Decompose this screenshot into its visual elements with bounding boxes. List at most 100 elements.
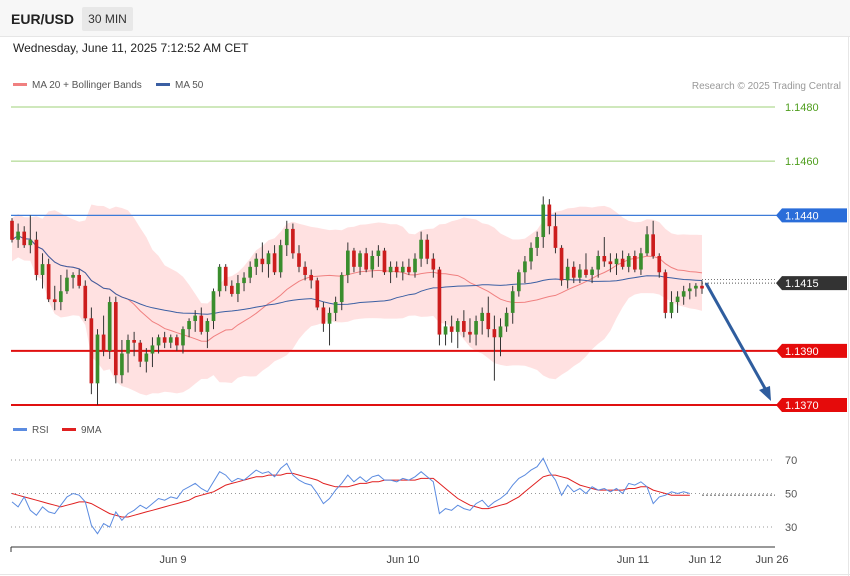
candle-body	[602, 256, 607, 262]
candle-body	[376, 250, 381, 256]
candle-body	[626, 256, 631, 267]
candle-body	[431, 258, 436, 270]
candle-body	[529, 247, 533, 262]
candle-body	[248, 266, 252, 278]
ma20-swatch	[13, 82, 27, 86]
candle-body	[651, 234, 655, 256]
candle-body	[10, 220, 14, 240]
candle-body	[113, 302, 118, 376]
candle-body	[449, 326, 454, 332]
level-1-1460-label: 1.1460	[785, 156, 819, 168]
candle-body	[297, 253, 301, 267]
level-1-1370-label: 1.1370	[785, 400, 819, 412]
x-tick-label: Jun 9	[160, 554, 187, 566]
page-frame-top	[0, 36, 850, 37]
candle-body	[694, 285, 698, 289]
candle-body	[437, 269, 442, 335]
legend-rsi: RSI	[13, 425, 49, 436]
rsi-legend-label: RSI	[32, 425, 49, 436]
candle-body	[65, 277, 69, 292]
ma20-legend-label: MA 20 + Bollinger Bands	[32, 80, 142, 91]
timestamp: Wednesday, June 11, 2025 7:12:52 AM CET	[13, 41, 249, 55]
candle-body	[394, 266, 399, 273]
level-1-1480-label: 1.1480	[785, 102, 819, 114]
candle-body	[504, 312, 509, 327]
candle-body	[516, 272, 521, 292]
rsi-ma-legend-label: 9MA	[81, 425, 102, 436]
candle-body	[168, 337, 173, 343]
candle-body	[266, 253, 271, 265]
candle-body	[657, 256, 662, 273]
candle-body	[205, 321, 210, 332]
candle-body	[138, 342, 143, 362]
candle-body	[352, 250, 356, 267]
candle-body	[370, 256, 375, 270]
candle-body	[425, 239, 430, 259]
candle-body	[388, 266, 393, 273]
candle-body	[498, 326, 503, 338]
page-frame-right	[848, 36, 849, 576]
candle-body	[419, 239, 423, 259]
candle-body	[407, 266, 411, 273]
candle-body	[339, 274, 344, 303]
candle-body	[633, 256, 637, 270]
candle-body	[333, 302, 338, 313]
page-frame-bottom	[0, 574, 850, 575]
candle-body	[34, 239, 39, 275]
forecast-arrow-head	[759, 386, 771, 401]
rsi-tick-label: 50	[785, 489, 797, 501]
candle-body	[681, 291, 686, 297]
candle-body	[413, 258, 417, 273]
legend-ma50: MA 50	[156, 80, 203, 91]
candle-body	[150, 345, 155, 354]
candle-body	[28, 239, 33, 246]
candle-body	[553, 226, 558, 248]
candle-body	[278, 245, 283, 273]
candle-body	[199, 315, 204, 332]
ma50-swatch	[156, 82, 170, 86]
candle-body	[455, 321, 460, 332]
timeframe-button[interactable]: 30 MIN	[82, 7, 133, 31]
candle-body	[193, 315, 198, 322]
candle-body	[364, 253, 368, 270]
candle-body	[126, 339, 130, 354]
candle-body	[217, 266, 222, 292]
candle-body	[175, 337, 179, 346]
candle-body	[132, 339, 136, 343]
candle-body	[510, 291, 515, 313]
candle-body	[229, 285, 234, 294]
candle-body	[321, 307, 326, 324]
candle-body	[101, 334, 106, 351]
candle-body	[291, 228, 295, 254]
candle-body	[639, 253, 643, 270]
level-1-1415-label: 1.1415	[785, 278, 819, 290]
ma50-legend-label: MA 50	[175, 80, 204, 91]
candle-body	[40, 264, 45, 275]
candle-body	[211, 291, 216, 322]
level-1-1440-tag	[776, 208, 847, 223]
candle-body	[16, 231, 20, 240]
credit-text: Research © 2025 Trading Central	[691, 81, 841, 92]
candle-body	[547, 204, 552, 227]
candle-body	[462, 321, 466, 332]
candle-body	[59, 291, 63, 303]
candle-body	[309, 274, 314, 281]
candle-body	[614, 258, 619, 265]
candle-body	[565, 266, 570, 281]
candle-body	[358, 253, 362, 267]
forecast-arrow-shaft	[704, 282, 769, 393]
candle-body	[675, 296, 680, 303]
level-1-1390-tag	[776, 343, 847, 358]
candle-body	[52, 299, 57, 303]
level-1-1390-label: 1.1390	[785, 346, 819, 358]
candle-body	[144, 353, 149, 362]
candle-body	[260, 258, 265, 265]
candle-body	[541, 204, 546, 238]
candle-body	[107, 302, 112, 351]
candle-body	[400, 266, 405, 273]
candle-body	[474, 321, 478, 335]
candle-body	[284, 228, 289, 246]
candle-body	[89, 318, 94, 384]
rsi-ma-line	[11, 472, 690, 518]
